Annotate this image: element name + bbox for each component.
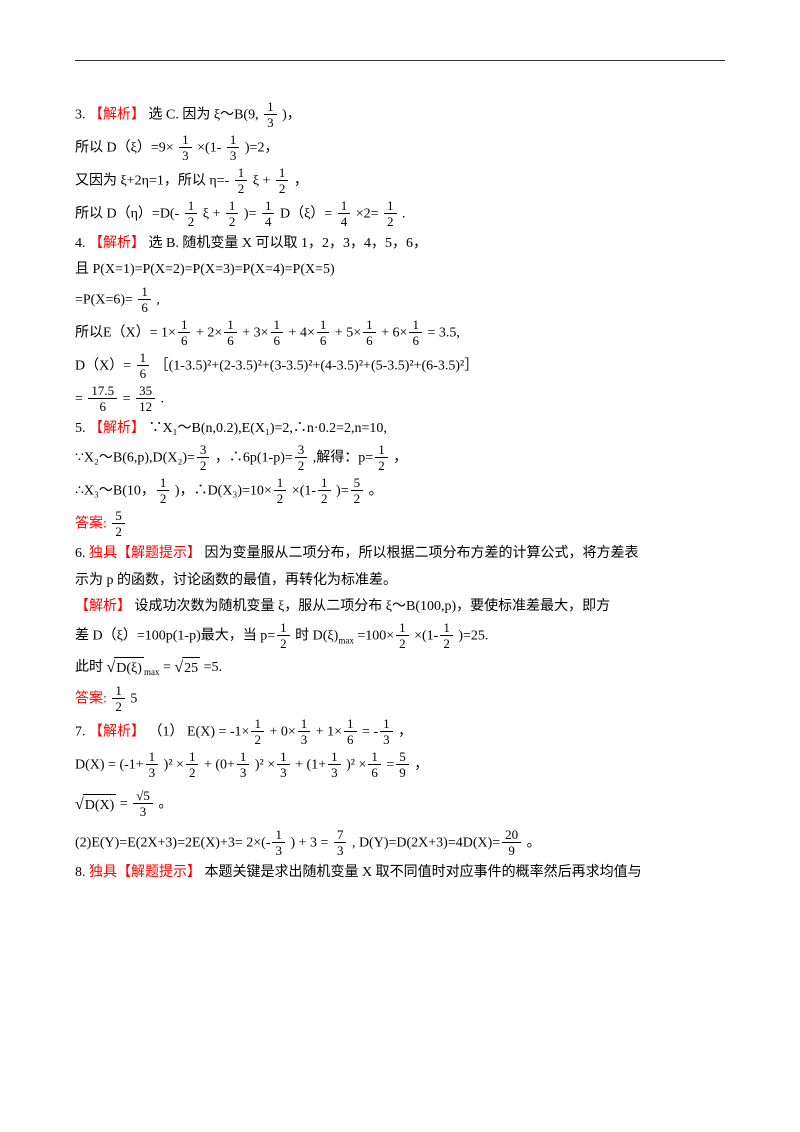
q7-part2: (2)E(Y)=E(2X+3)=2E(X)+3= 2×(-13 ) + 3 = … xyxy=(75,829,725,858)
q4-line6: = 17.56 = 3512 . xyxy=(75,385,725,414)
q7-line3: D(X) = √53 。 xyxy=(75,790,725,819)
q6-ana3: 此时 D(ξ)max = 25 =5. xyxy=(75,655,725,681)
analysis-tag: 【解析】 xyxy=(89,725,145,740)
q6-answer: 答案: 12 5 xyxy=(75,685,725,714)
header-rule xyxy=(75,60,725,61)
q3-line4: 所以 D（η）=D(- 12 ξ + 12 )= 14 D（ξ）= 14 ×2=… xyxy=(75,200,725,229)
q5-line2: ∵X₂～B(6,p),D(X₂)=32 ，∴6p(1-p)=32 ,解得：p=1… xyxy=(75,444,725,473)
q3-line2: 所以 D（ξ）=9× 13 ×(1- 13 )=2， xyxy=(75,134,725,163)
sqrt-icon: D(ξ) xyxy=(107,655,144,681)
sqrt-icon: D(X) xyxy=(75,792,116,818)
q8-hint: 8. 独具【解题提示】 本题关键是求出随机变量 X 取不同值时对应事件的概率然后… xyxy=(75,862,725,884)
frac-1-3: 13 xyxy=(264,100,277,129)
hint-tag: 独具【解题提示】 xyxy=(89,546,201,561)
document-page: 3. 【解析】 选 C. 因为 ξ～B(9, 13 )， 所以 D（ξ）=9× … xyxy=(0,0,800,1132)
q6-ana2: 差 D（ξ）=100p(1-p)最大，当 p=12 时 D(ξ)max =100… xyxy=(75,622,725,651)
q3-line3: 又因为 ξ+2η=1，所以 η=- 12 ξ + 12 ， xyxy=(75,167,725,196)
analysis-tag: 【解析】 xyxy=(89,108,145,123)
q4-line2: 且 P(X=1)=P(X=2)=P(X=3)=P(X=4)=P(X=5) xyxy=(75,259,725,281)
q7-line2: D(X) = (-1+13 )² ×12 + (0+13 )² ×13 + (1… xyxy=(75,751,725,780)
analysis-tag: 【解析】 xyxy=(89,421,145,436)
analysis-tag: 【解析】 xyxy=(89,236,145,251)
q5-line1: 5. 【解析】 ∵X₁～B(n,0.2),E(X₁)=2,∴n·0.2=2,n=… xyxy=(75,418,725,440)
q5-line3: ∴X₃～B(10，12 )，∴D(X₃)=10×12 ×(1-12 )=52 。 xyxy=(75,477,725,506)
q4-line4: 所以E（X）= 1×16 + 2×16 + 3×16 + 4×16 + 5×16… xyxy=(75,319,725,348)
analysis-tag: 【解析】 xyxy=(75,599,131,614)
q6-hint2: 示为 p 的函数，讨论函数的最值，再转化为标准差。 xyxy=(75,570,725,592)
q3-line1: 3. 【解析】 选 C. 因为 ξ～B(9, 13 )， xyxy=(75,101,725,130)
q4-line5: D（X）= 16 ［(1-3.5)²+(2-3.5)²+(3-3.5)²+(4-… xyxy=(75,352,725,381)
q4-line1: 4. 【解析】 选 B. 随机变量 X 可以取 1，2，3，4，5，6， xyxy=(75,233,725,255)
hint-tag: 独具【解题提示】 xyxy=(89,865,201,880)
sqrt-icon: 25 xyxy=(174,655,200,681)
q6-ana1: 【解析】 设成功次数为随机变量 ξ，服从二项分布 ξ～B(100,p)，要使标准… xyxy=(75,596,725,618)
q4-line3: =P(X=6)= 16 , xyxy=(75,286,725,315)
q6-hint1: 6. 独具【解题提示】 因为变量服从二项分布，所以根据二项分布方差的计算公式，将… xyxy=(75,543,725,565)
q7-line1: 7. 【解析】 （1） E(X) = -1×12 + 0×13 + 1×16 =… xyxy=(75,718,725,747)
q5-answer: 答案: 52 xyxy=(75,510,725,539)
